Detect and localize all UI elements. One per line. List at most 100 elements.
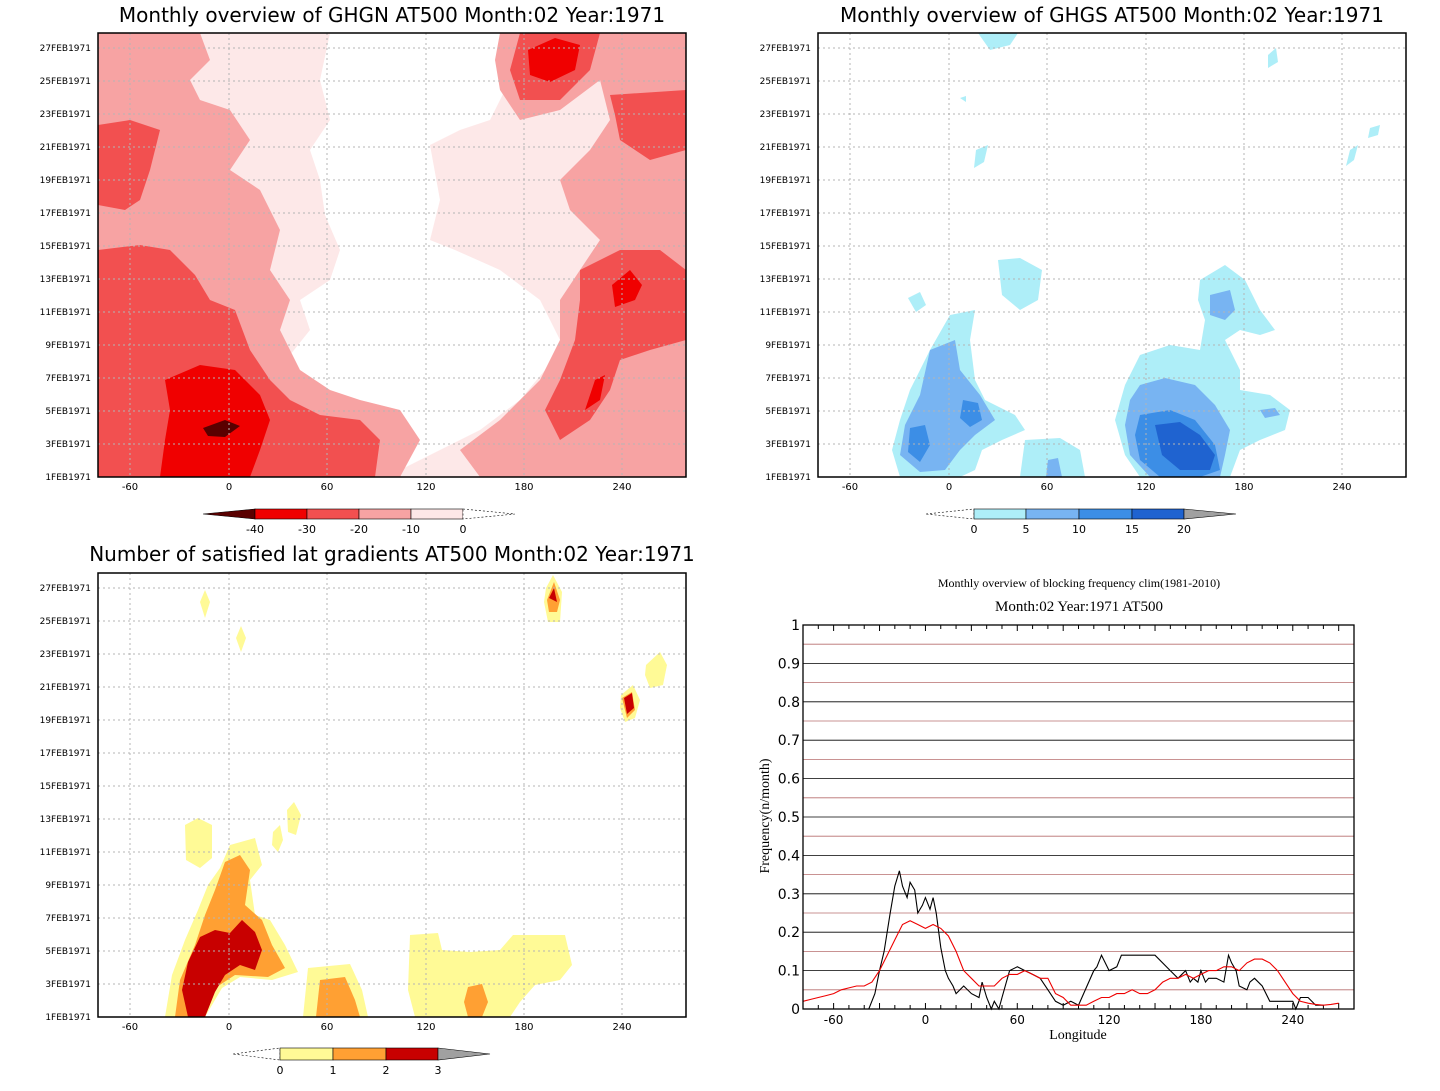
y-tick-labels: 1FEB1971 3FEB1971 5FEB1971 7FEB1971 9FEB…: [760, 44, 811, 483]
y-tick-label: 3FEB1971: [45, 980, 91, 990]
contour-band-30: [160, 365, 270, 477]
x-tick-label: 120: [1136, 482, 1155, 493]
contour-band-0: [200, 590, 210, 618]
y-tick-label: 17FEB1971: [40, 749, 91, 759]
lat-contours: [165, 575, 667, 1017]
colorbar: 0 5 10 15 20: [925, 508, 1237, 536]
y-tick-label: 19FEB1971: [40, 176, 91, 186]
colorbar-swatch: [1131, 508, 1185, 520]
contour-band-0: [960, 96, 966, 102]
y-tick-label: 17FEB1971: [760, 209, 811, 219]
y-tick-label: 13FEB1971: [760, 275, 811, 285]
y-tick-label: 25FEB1971: [40, 617, 91, 627]
grid: [98, 33, 686, 477]
y-tick-label: 9FEB1971: [765, 341, 811, 351]
chart-subtitle: Month:02 Year:1971 AT500: [995, 599, 1163, 615]
y-tick-label: 15FEB1971: [40, 242, 91, 252]
colorbar-swatch: [202, 508, 256, 520]
contour-band-0: [408, 933, 572, 1017]
contour-band-15: [1155, 422, 1215, 470]
series: [802, 870, 1339, 1011]
y-axis-label: Frequency(n/month): [758, 758, 773, 873]
x-tick-label: -60: [842, 482, 858, 493]
colorbar-label: 1: [330, 1064, 337, 1077]
x-tick-label: 60: [1041, 482, 1054, 493]
contour-band-0: [978, 33, 1018, 50]
colorbar-label: -20: [350, 523, 368, 536]
colorbar-label: -30: [298, 523, 316, 536]
y-tick-label: 0.7: [778, 733, 800, 749]
contour-band-30: [528, 38, 580, 82]
y-tick-label: 3FEB1971: [45, 440, 91, 450]
y-tick-label: 1FEB1971: [45, 473, 91, 483]
x-tick-labels: -60 0 60 120 180 240: [824, 1013, 1304, 1027]
colorbar-swatch: [332, 1047, 387, 1061]
contour-band-40: [203, 420, 240, 437]
x-tick-label: 120: [416, 482, 435, 493]
x-tick-label: 180: [1234, 482, 1253, 493]
contour-band-20: [610, 90, 686, 160]
contour-band-0: [908, 292, 926, 312]
y-tick-label: 23FEB1971: [40, 650, 91, 660]
grid: [98, 573, 686, 1017]
y-tick-label: 21FEB1971: [760, 143, 811, 153]
colorbar-label: 2: [383, 1064, 390, 1077]
x-tick-label: 180: [1189, 1013, 1212, 1027]
y-tick-label: 11FEB1971: [40, 848, 91, 858]
colorbar-label: 0: [277, 1064, 284, 1077]
x-tick-label: 240: [612, 482, 631, 493]
contour-band-0: [1346, 145, 1358, 166]
colorbar-swatch: [410, 508, 464, 520]
y-tick-label: 0.3: [778, 887, 800, 903]
colorbar-swatch: [232, 1047, 281, 1061]
colorbar-label: 0: [971, 523, 978, 536]
colorbar-label: -10: [402, 523, 420, 536]
ghgs-chart: Monthly overview of GHGS AT500 Month:02 …: [760, 3, 1407, 536]
colorbar-label: 20: [1177, 523, 1191, 536]
plot-frame: [817, 32, 1407, 478]
y-tick-label: 0.9: [778, 656, 800, 672]
y-tick-label: 25FEB1971: [40, 77, 91, 87]
y-tick-label: 21FEB1971: [40, 683, 91, 693]
x-tick-labels: -60 0 60 120 180 240: [122, 1022, 632, 1033]
y-tick-label: 1: [791, 618, 800, 634]
x-tick-label: 0: [946, 482, 952, 493]
contour-band-0: [974, 145, 988, 168]
colorbar-swatch: [358, 508, 412, 520]
chart-title: Monthly overview of blocking frequency c…: [938, 576, 1220, 590]
colorbar-label: 15: [1125, 523, 1139, 536]
lat-gradients-chart: Number of satisfied lat gradients AT500 …: [40, 542, 695, 1077]
y-tick-label: 0.4: [778, 848, 800, 864]
x-tick-label: 180: [514, 1022, 533, 1033]
y-tick-labels: 1FEB1971 3FEB1971 5FEB1971 7FEB1971 9FEB…: [40, 584, 91, 1023]
x-tick-label: 120: [416, 1022, 435, 1033]
contour-band-2: [624, 693, 634, 714]
contour-band-30: [585, 375, 605, 410]
y-tick-label: 0.1: [778, 964, 800, 980]
x-tick-label: 0: [922, 1013, 930, 1027]
chart-title: Monthly overview of GHGN AT500 Month:02 …: [119, 3, 665, 27]
y-tick-label: 0.6: [778, 772, 800, 788]
y-tick-label: 9FEB1971: [45, 341, 91, 351]
y-tick-label: 27FEB1971: [760, 44, 811, 54]
ticks: [817, 625, 1340, 1009]
y-tick-label: 0.8: [778, 695, 800, 711]
y-tick-label: 0.5: [778, 810, 800, 826]
colorbar-swatch: [462, 508, 516, 520]
plot-frame: [97, 32, 687, 478]
x-tick-label: 60: [321, 1022, 334, 1033]
chart-title: Monthly overview of GHGS AT500 Month:02 …: [840, 3, 1384, 27]
x-tick-labels: -60 0 60 120 180 240: [842, 482, 1352, 493]
y-tick-label: 25FEB1971: [760, 77, 811, 87]
y-tick-labels: 0 0.1 0.2 0.3 0.4 0.5 0.6 0.7 0.8 0.9 1: [778, 618, 800, 1018]
x-tick-label: 180: [514, 482, 533, 493]
contour-band-white: [290, 33, 560, 470]
colorbar-label: 10: [1072, 523, 1086, 536]
grid: [818, 33, 1406, 477]
y-tick-label: 1FEB1971: [765, 473, 811, 483]
contour-band-0: [185, 818, 212, 868]
contour-band-20: [98, 120, 160, 210]
blocking-frequency-chart: Monthly overview of blocking frequency c…: [758, 576, 1355, 1043]
y-tick-label: 27FEB1971: [40, 584, 91, 594]
colorbar-swatch: [306, 508, 360, 520]
